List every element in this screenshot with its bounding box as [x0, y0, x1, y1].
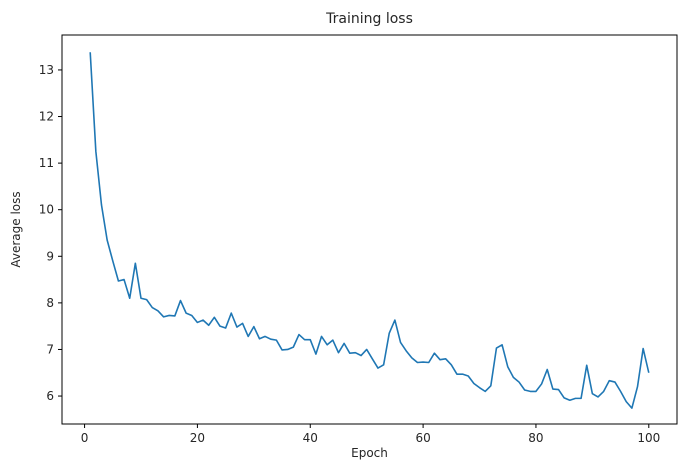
y-axis: 6 7 8 9 10 11 12 13: [39, 63, 62, 403]
x-tick-label: 60: [415, 431, 430, 445]
chart-title: Training loss: [325, 11, 413, 27]
y-tick-label: 6: [46, 389, 54, 403]
y-tick-label: 7: [46, 342, 54, 356]
x-tick-label: 20: [190, 431, 205, 445]
x-axis: 0 20 40 60 80 100: [81, 424, 660, 445]
x-tick-label: 100: [637, 431, 660, 445]
y-tick-label: 10: [39, 203, 54, 217]
y-tick-label: 11: [39, 156, 54, 170]
plot-frame: [61, 34, 678, 425]
series-line: [89, 52, 650, 409]
x-axis-label: Epoch: [351, 446, 388, 460]
plot-area: [89, 52, 650, 409]
y-tick-label: 8: [46, 296, 54, 310]
y-tick-label: 9: [46, 249, 54, 263]
x-tick-label: 40: [303, 431, 318, 445]
y-tick-label: 13: [39, 63, 54, 77]
x-tick-label: 80: [528, 431, 543, 445]
y-axis-label: Average loss: [9, 191, 23, 267]
y-tick-label: 12: [39, 110, 54, 124]
x-tick-label: 0: [81, 431, 89, 445]
